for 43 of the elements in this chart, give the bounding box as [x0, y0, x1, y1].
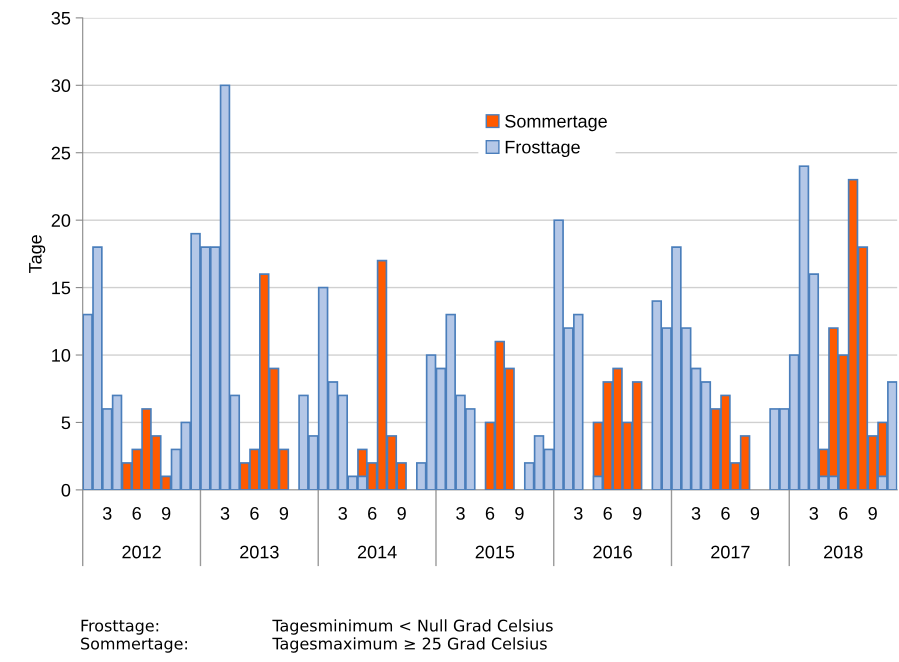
x-tick-label: 3 — [456, 507, 465, 520]
text: 2013 — [240, 546, 279, 558]
y-tick-label: 5 — [62, 416, 70, 430]
x-tick-label: 3 — [102, 507, 112, 520]
text: 2014 — [358, 546, 397, 558]
x-tick-label: 3 — [220, 507, 230, 520]
text: 2015 — [476, 546, 514, 558]
legend-label: Sommertage — [505, 114, 607, 132]
y-tick-label: 0 — [62, 484, 70, 497]
x-tick-label: 3 — [809, 507, 818, 520]
y-tick-label: 25 — [52, 146, 70, 160]
x-tick-label: 9 — [750, 507, 760, 520]
text: 2018 — [824, 546, 863, 558]
y-tick-label: 10 — [52, 348, 70, 362]
x-tick-label: 9 — [280, 507, 288, 520]
text: Frosttage: — [82, 620, 158, 635]
text: 2016 — [593, 546, 632, 558]
y-tick-label: 35 — [52, 12, 70, 25]
x-tick-label: 3 — [692, 507, 700, 520]
y-tick-label: 15 — [52, 282, 70, 294]
text: 2012 — [122, 546, 161, 558]
x-tick-label: 6 — [132, 507, 141, 520]
y-axis-title: Tage — [29, 235, 46, 274]
text: Tagesminimum < Null Grad Celsius — [272, 619, 553, 635]
x-tick-label: 6 — [250, 507, 259, 520]
x-tick-label: 3 — [338, 507, 347, 520]
x-tick-label: 6 — [721, 507, 730, 520]
legend-label: Frosttage — [506, 140, 580, 158]
x-tick-label: 3 — [574, 507, 582, 520]
x-tick-label: 6 — [839, 507, 848, 520]
x-tick-label: 6 — [368, 507, 376, 520]
text: 2017 — [711, 546, 750, 558]
x-tick-label: 9 — [162, 507, 170, 520]
x-tick-label: 6 — [604, 507, 612, 520]
text: Sommertage: — [81, 638, 187, 653]
y-tick-label: 30 — [52, 79, 70, 92]
x-tick-label: 6 — [486, 507, 494, 520]
x-tick-label: 9 — [868, 507, 877, 520]
text: Tagesmaximum ≥ 25 Grad Celsius — [272, 637, 547, 653]
x-tick-label: 9 — [632, 507, 642, 520]
x-tick-label: 9 — [397, 507, 406, 520]
y-tick-label: 20 — [52, 214, 70, 227]
x-tick-label: 9 — [515, 507, 524, 520]
